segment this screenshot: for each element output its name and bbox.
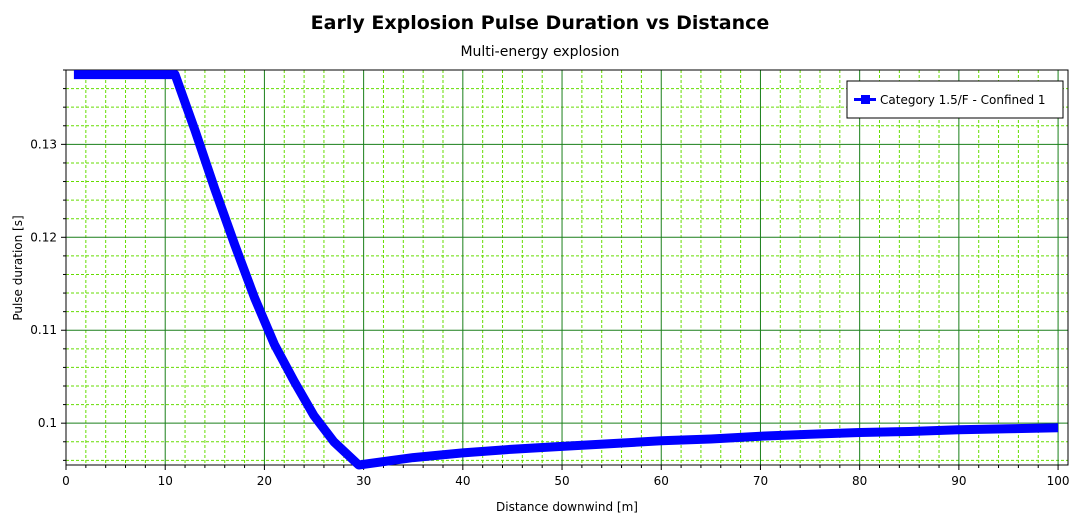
y-axis-title: Pulse duration [s] <box>11 215 25 320</box>
series-line-0 <box>73 70 1059 470</box>
chart-title: Early Explosion Pulse Duration vs Distan… <box>310 12 770 34</box>
x-tick-label: 0 <box>62 474 70 488</box>
y-tick-label: 0.11 <box>30 323 57 337</box>
legend-label: Category 1.5/F - Confined 1 <box>880 93 1046 107</box>
x-tick-label: 70 <box>753 474 768 488</box>
chart-subtitle: Multi-energy explosion <box>460 44 620 60</box>
x-axis-title: Distance downwind [m] <box>496 500 638 514</box>
legend-swatch-marker <box>861 95 870 104</box>
series-layer <box>73 70 1059 470</box>
x-tick-label: 30 <box>356 474 371 488</box>
y-tick-label: 0.13 <box>30 137 57 151</box>
x-axis-ticks: 0 10 20 30 40 50 60 70 80 90 100 <box>62 465 1070 488</box>
x-tick-label: 100 <box>1047 474 1070 488</box>
x-tick-label: 60 <box>654 474 669 488</box>
y-axis-ticks: 0.1 0.11 0.12 0.13 <box>30 69 66 461</box>
legend: Category 1.5/F - Confined 1 <box>846 80 1064 119</box>
x-tick-label: 40 <box>455 474 470 488</box>
x-tick-label: 90 <box>951 474 966 488</box>
y-tick-label: 0.12 <box>30 230 57 244</box>
x-tick-label: 20 <box>257 474 272 488</box>
x-tick-label: 50 <box>554 474 569 488</box>
y-tick-label: 0.1 <box>38 416 57 430</box>
plot-area-background <box>66 70 1068 465</box>
plot-area-border <box>65 69 1069 466</box>
x-tick-label: 10 <box>158 474 173 488</box>
legend-box <box>846 80 1064 119</box>
x-tick-label: 80 <box>852 474 867 488</box>
